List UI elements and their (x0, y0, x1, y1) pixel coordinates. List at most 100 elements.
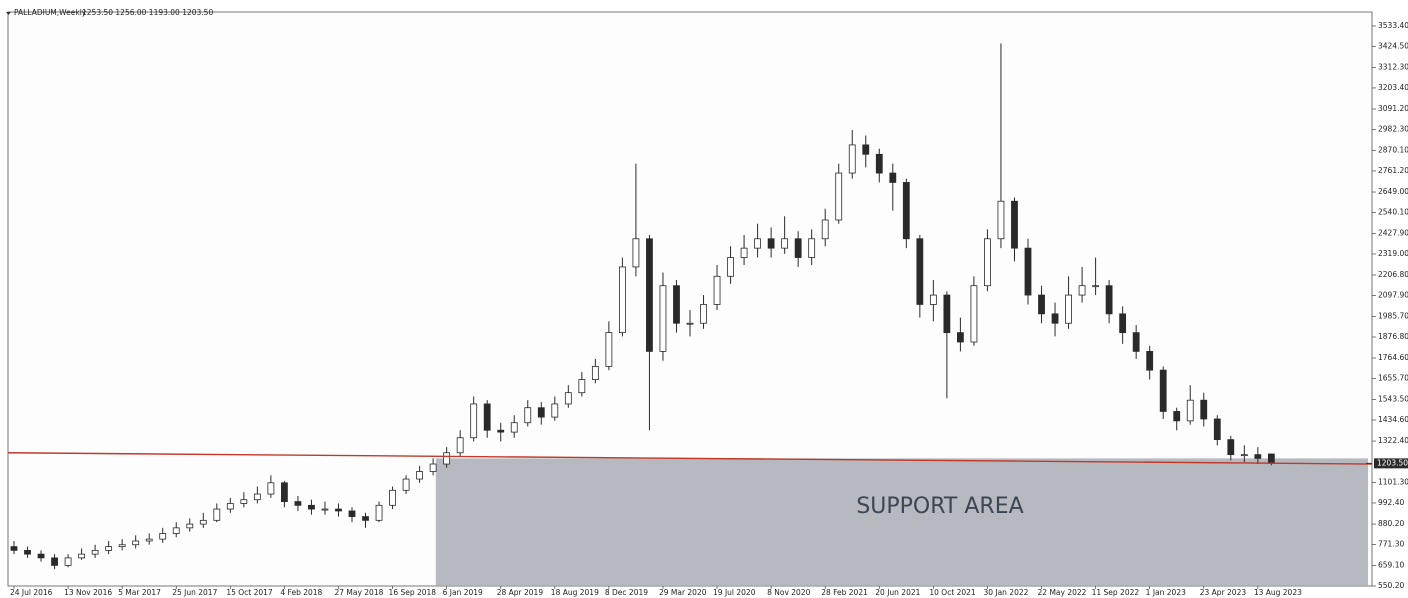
x-tick-label: 13 Nov 2016 (64, 588, 112, 597)
candle-body (470, 403, 478, 439)
support-area (435, 458, 1369, 586)
y-tick-label: 3533.40 (1378, 21, 1408, 30)
candle-body (781, 238, 789, 249)
menu-arrow[interactable] (6, 12, 11, 15)
x-tick-label: 19 Jul 2020 (713, 588, 756, 597)
candle-body (456, 437, 464, 454)
x-tick-label: 27 May 2018 (334, 588, 383, 597)
candle-body (240, 499, 248, 504)
y-tick-label: 550.20 (1378, 581, 1404, 590)
candle-body (1267, 453, 1275, 464)
y-tick-label: 1655.70 (1378, 373, 1408, 382)
candle-body (1011, 200, 1018, 249)
candle-body (984, 238, 991, 287)
y-tick-label: 3203.40 (1378, 83, 1408, 92)
y-tick-label: 1876.80 (1378, 332, 1408, 341)
x-tick-label: 29 Mar 2020 (659, 588, 707, 597)
candle-body (794, 238, 802, 258)
candle-body (551, 403, 559, 418)
candle-body (362, 516, 369, 521)
candle-body (1186, 399, 1194, 422)
y-tick-label: 1543.50 (1378, 395, 1408, 404)
candle-body (970, 285, 978, 343)
y-tick-label: 2427.90 (1378, 229, 1408, 238)
candle-body (713, 275, 721, 305)
candle-body (808, 238, 816, 258)
candle-body (821, 219, 829, 240)
quote: 1253.50 1256.00 1193.00 1203.50 (82, 8, 213, 17)
x-tick-label: 28 Apr 2019 (497, 588, 544, 597)
candle-body (754, 238, 761, 249)
candle-body (632, 238, 640, 268)
x-tick-label: 10 Oct 2021 (929, 588, 976, 597)
y-tick-label: 992.40 (1378, 498, 1404, 507)
candle-body (1213, 418, 1221, 441)
candle-body (578, 379, 586, 394)
y-tick-label: 2540.10 (1378, 207, 1408, 216)
candle-body (1024, 247, 1032, 296)
candle-body (443, 452, 451, 465)
candle-body (673, 285, 680, 324)
candle-body (875, 153, 883, 174)
candle-body (172, 527, 180, 534)
x-tick-label: 8 Nov 2020 (767, 588, 810, 597)
candle-body (848, 144, 856, 174)
candle-body (1078, 285, 1086, 296)
x-tick-label: 11 Sep 2022 (1092, 588, 1140, 597)
candle-body (902, 182, 910, 240)
x-tick-label: 24 Jul 2016 (10, 588, 53, 597)
y-tick-label: 3312.30 (1378, 63, 1408, 72)
candle-body (564, 392, 572, 405)
y-tick-label: 2982.30 (1378, 124, 1408, 133)
candle-body (335, 508, 342, 512)
candle-body (402, 478, 410, 491)
candle-body (835, 172, 843, 221)
y-tick-label: 2206.80 (1378, 270, 1408, 279)
candle-body (929, 294, 937, 305)
candle-body (537, 407, 545, 418)
candle-body (132, 540, 140, 546)
y-tick-label: 3424.50 (1378, 41, 1408, 50)
candle-body (1159, 369, 1167, 412)
candle-body (226, 503, 234, 510)
candle-body (24, 549, 31, 555)
candle-body (524, 407, 532, 424)
candle-body (1119, 313, 1127, 334)
candle-body (389, 489, 396, 506)
candle-body (862, 144, 870, 155)
y-tick-label: 2761.20 (1378, 166, 1408, 175)
candle-body (767, 238, 775, 249)
candle-body (267, 482, 275, 495)
x-tick-label: 20 Jun 2021 (875, 588, 920, 597)
candle-body (646, 238, 653, 352)
candle-body (483, 403, 491, 431)
candle-body (429, 463, 437, 472)
y-tick-label: 659.10 (1378, 561, 1404, 570)
candle-body (659, 285, 667, 352)
candle-body (213, 508, 221, 521)
x-tick-label: 30 Jan 2022 (983, 588, 1028, 597)
y-tick-label: 2649.00 (1378, 187, 1408, 196)
candle-body (145, 538, 153, 542)
x-tick-label: 23 Apr 2023 (1200, 588, 1247, 597)
x-tick-label: 22 May 2022 (1038, 588, 1087, 597)
x-tick-label: 1 Jan 2023 (1146, 588, 1186, 597)
candle-body (1051, 313, 1059, 324)
candle-body (997, 200, 1005, 240)
price-box (1374, 458, 1408, 469)
x-tick-label: 28 Feb 2021 (821, 588, 868, 597)
y-tick-label: 1101.30 (1378, 478, 1408, 487)
plot-layer: SUPPORT AREA 550.20 659.10 771.30 880.20 992.… (7, 21, 1408, 597)
candle-body (1173, 411, 1181, 422)
candle-body (186, 523, 194, 529)
candle-body (619, 266, 626, 334)
candle-body (700, 304, 707, 324)
candle-body (1132, 332, 1140, 352)
candle-body (1065, 294, 1072, 324)
y-tick-label: 2319.00 (1378, 249, 1408, 258)
candle-body (1227, 439, 1235, 456)
candle-body (740, 247, 748, 258)
candle-body (510, 422, 518, 433)
candle-body (321, 508, 329, 511)
x-tick-label: 8 Dec 2019 (605, 588, 648, 597)
